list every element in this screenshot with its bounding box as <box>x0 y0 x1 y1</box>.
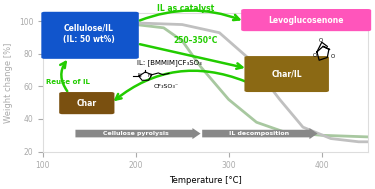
Text: Cellulose/IL
(IL: 50 wt%): Cellulose/IL (IL: 50 wt%) <box>63 23 114 44</box>
Text: IL decomposition: IL decomposition <box>229 131 289 136</box>
Text: IL as catalyst: IL as catalyst <box>157 4 214 13</box>
Text: IL: [BMMIM]CF₃SO₃: IL: [BMMIM]CF₃SO₃ <box>137 60 202 66</box>
Text: Cellulose pyrolysis: Cellulose pyrolysis <box>103 131 168 136</box>
Text: N: N <box>148 73 152 78</box>
X-axis label: Temperature [°C]: Temperature [°C] <box>169 176 242 185</box>
Text: O: O <box>312 53 317 58</box>
FancyArrow shape <box>75 128 201 139</box>
FancyBboxPatch shape <box>59 92 114 114</box>
Text: N: N <box>138 73 142 78</box>
Text: Char/IL: Char/IL <box>272 70 302 79</box>
FancyArrow shape <box>202 128 318 139</box>
Text: Char: Char <box>77 99 97 108</box>
FancyBboxPatch shape <box>241 9 371 31</box>
FancyBboxPatch shape <box>244 56 329 92</box>
Text: Reuse of IL: Reuse of IL <box>46 79 90 85</box>
Text: CF₃SO₃⁻: CF₃SO₃⁻ <box>154 84 179 89</box>
Text: 250–350°C: 250–350°C <box>174 36 218 45</box>
Y-axis label: Weight change [%]: Weight change [%] <box>4 42 13 122</box>
Text: Levoglucosenone: Levoglucosenone <box>268 15 344 25</box>
Text: O: O <box>319 38 323 43</box>
FancyBboxPatch shape <box>41 12 139 59</box>
Text: O: O <box>331 54 335 59</box>
